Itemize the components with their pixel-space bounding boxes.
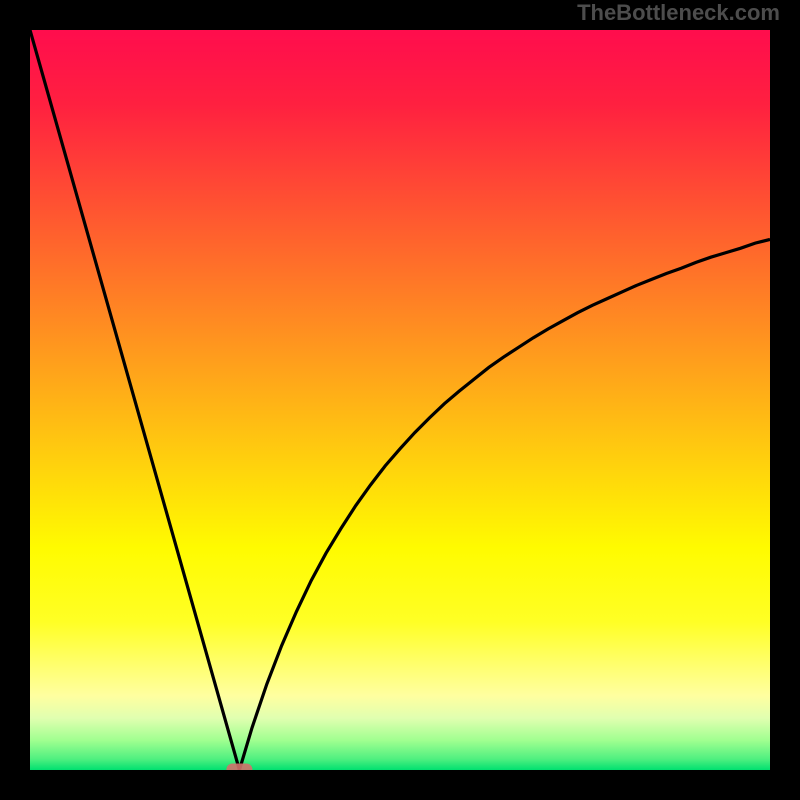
chart-container: TheBottleneck.com — [0, 0, 800, 800]
chart-svg — [30, 30, 770, 770]
watermark-text: TheBottleneck.com — [577, 0, 780, 26]
optimal-point-marker — [226, 764, 252, 771]
chart-background — [30, 30, 770, 770]
